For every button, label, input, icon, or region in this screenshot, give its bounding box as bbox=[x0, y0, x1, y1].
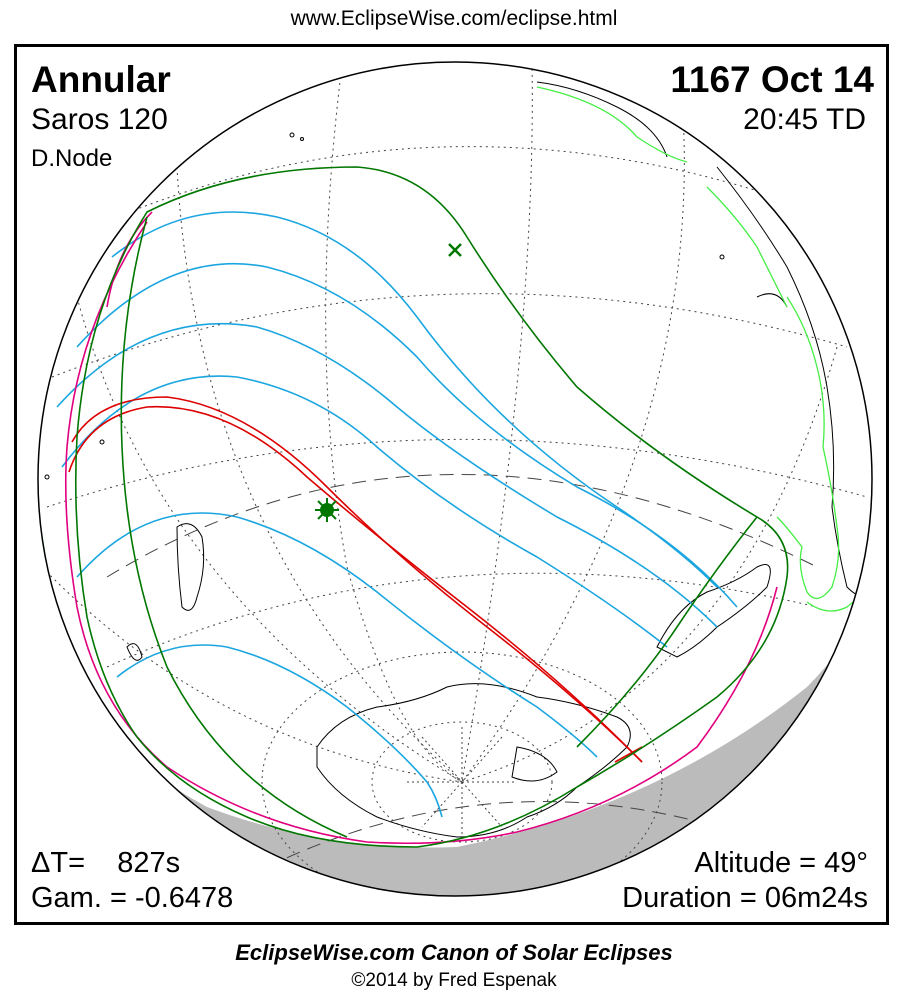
copyright: ©2014 by Fred Espenak bbox=[351, 970, 557, 991]
globe-disk bbox=[38, 62, 872, 896]
delta-t: ΔT= 827s bbox=[31, 847, 181, 879]
eclipse-date: 1167 Oct 14 bbox=[670, 59, 874, 100]
source-url[interactable]: www.EclipseWise.com/eclipse.html bbox=[290, 7, 618, 30]
south-pole-lines bbox=[407, 727, 517, 837]
duration: Duration = 06m24s bbox=[622, 882, 868, 914]
graticule bbox=[41, 62, 868, 896]
magnitude-lines bbox=[56, 211, 738, 818]
eclipse-type: Annular bbox=[31, 59, 171, 100]
node-label: D.Node bbox=[31, 145, 113, 172]
altitude: Altitude = 49° bbox=[694, 847, 868, 879]
greatest-duration-marker bbox=[448, 243, 462, 257]
eclipse-map-panel: Annular Saros 120 D.Node 1167 Oct 14 20:… bbox=[14, 44, 889, 925]
globe-map bbox=[37, 61, 873, 897]
canon-title: EclipseWise.com Canon of Solar Eclipses bbox=[235, 940, 673, 965]
central-path bbox=[68, 396, 643, 763]
globe-outline bbox=[37, 61, 873, 897]
saros-number: Saros 120 bbox=[31, 103, 168, 136]
greatest-eclipse-marker bbox=[315, 498, 339, 522]
penumbral-limits bbox=[74, 166, 789, 848]
eclipse-time: 20:45 TD bbox=[743, 103, 866, 136]
gamma: Gam. = -0.6478 bbox=[31, 882, 234, 914]
